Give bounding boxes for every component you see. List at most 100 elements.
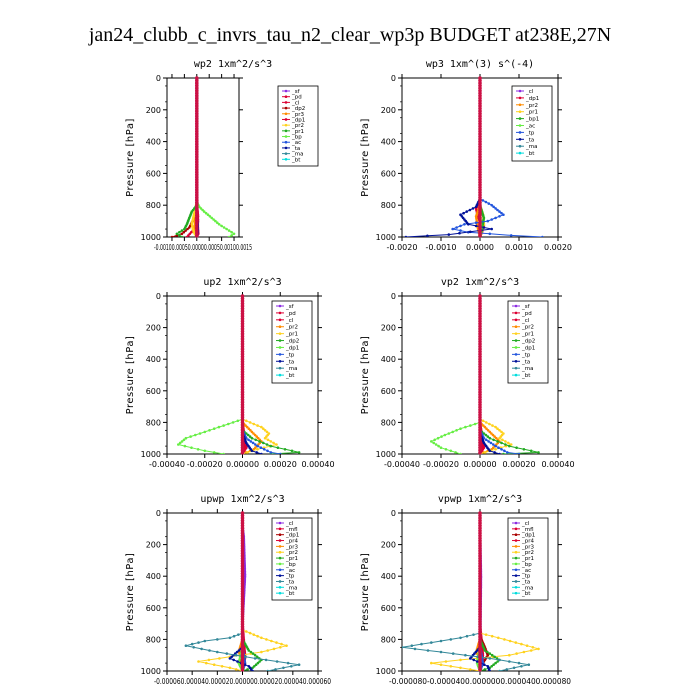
y-tick-label: 400 [381,355,396,364]
series-point [483,451,487,454]
series-point [256,444,259,448]
series-point [481,419,485,423]
y-tick-label: 0 [391,292,396,301]
legend-marker [284,106,288,110]
series-point [251,441,255,445]
series-point [504,440,507,443]
series-point [462,211,465,215]
legend-marker [278,359,282,363]
y-tick-label: 400 [146,138,161,147]
series-point [500,441,503,445]
series-point [488,232,492,236]
series-point [467,223,470,226]
series-point [491,424,494,427]
x-tick-label: 0.0000 [466,243,494,252]
legend-marker [518,103,522,107]
legend-marker [518,138,522,141]
y-tick-label: 800 [146,201,161,210]
x-tick-labels: -0.00100.00050.00000.00050.00100.0015 [154,243,252,252]
series-point [231,421,235,424]
series-point [250,449,254,453]
y-tick-label: 200 [381,106,396,115]
series-point [178,230,181,234]
series-point [256,448,259,451]
series-point [245,419,248,423]
legend-marker [278,304,282,308]
series-point [222,424,225,427]
series-point [185,235,189,237]
y-tick-label: 0 [156,292,161,301]
series-point [254,438,257,442]
series-point [473,422,477,426]
series-point [515,446,518,450]
series-point [497,446,500,450]
plot-frame [166,77,240,238]
series-point [434,443,438,446]
series-point [255,451,258,454]
x-tick-label: -0.0020 [387,243,418,252]
series-point [276,446,280,450]
series-point [509,234,513,237]
series-point [447,233,451,236]
series-point [454,451,457,454]
y-axis-label: Pressure [hPa] [360,336,371,415]
legend-marker [284,158,288,161]
legend-marker [278,339,282,342]
legend-label: _pr2 [285,325,298,331]
x-tick-label: 0.00020 [502,460,535,469]
series-point [503,449,506,453]
series-point [252,422,256,426]
legend-label: _tp [525,130,535,136]
series-point [249,440,253,443]
series-point [258,440,261,443]
series-point [493,451,496,454]
series-point [455,429,458,432]
series-point [236,419,240,423]
y-tick-label: 400 [381,138,396,147]
series-point [474,224,478,228]
series-point [227,422,230,426]
x-tick-label: 0.00040 [541,460,574,469]
legend-marker [518,89,522,93]
legend-marker [284,123,288,127]
series-point [490,227,494,231]
y-axis-label: Pressure [hPa] [360,118,371,197]
series-group [170,76,236,238]
series-point [489,441,493,445]
series-point [451,430,455,434]
panel-title: vp2 1xm^2/s^3 [441,277,519,288]
series-point [183,227,186,231]
series-point [256,424,259,427]
series-point [437,444,440,448]
series-point [440,435,443,438]
x-tick-label: 0.00040 [301,460,334,469]
series-point [498,215,501,218]
legend-marker [278,366,282,370]
series-point [492,438,495,442]
series-point [272,441,275,445]
series-point [494,448,497,451]
legend-marker [278,332,282,335]
x-tick-label: 0.00020 [264,460,297,469]
series-point [484,421,488,424]
series-point [492,443,495,446]
x-tick-label: -0.00040 [384,460,420,469]
legend-label: _pr2 [525,103,538,109]
series-point [188,226,191,229]
series-point [269,444,273,448]
legend: _sf_pd_cl_dp2_pr3_dp1_pr2_pr1_bp_ac_ta_m… [277,85,319,167]
series-point [212,451,216,454]
series-point [508,444,511,448]
y-tick-label: 800 [381,418,396,427]
series-point [537,451,540,454]
series-point [227,229,231,232]
panel-1: wp2 1xm^2/s^302004006008001000-0.00100.0… [125,59,319,252]
y-tick-label: 600 [146,387,161,396]
series-point [501,438,504,442]
series-point [426,234,429,237]
series-point [203,449,207,453]
y-axis-label: Pressure [hPa] [125,118,136,197]
legend-label: _cl [285,318,294,324]
series-point [482,226,486,229]
